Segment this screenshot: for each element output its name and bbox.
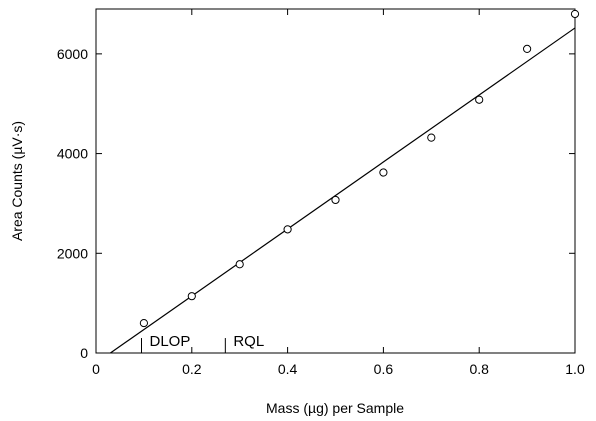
annotation-label: RQL [233,333,264,350]
data-point [427,133,436,142]
x-tick-label: 0.6 [374,361,394,377]
x-tick-label: 1.0 [565,361,585,377]
x-axis-title: Mass (µg) per Sample [266,400,404,416]
y-tick-label: 0 [80,345,88,361]
data-point [283,225,292,234]
x-tick-label: 0.8 [469,361,489,377]
x-tick-label: 0.4 [278,361,298,377]
y-tick-label: 4000 [57,146,88,162]
data-points [139,9,580,328]
data-point [523,44,532,53]
x-tick-label: 0 [92,361,100,377]
data-point [187,292,196,301]
x-tick-label: 0.2 [182,361,202,377]
plot-frame [95,8,576,354]
data-point [570,9,580,19]
y-axis-title: Area Counts (µV·s) [9,121,25,241]
annotation-label: DLOP [150,333,191,350]
data-point [379,168,388,177]
axis-tick-labels: 0 0.2 0.4 0.6 0.8 1.0 0 2000 4000 6000 [57,46,585,377]
data-point [331,195,340,205]
y-tick-label: 6000 [57,46,88,62]
data-point [235,260,244,269]
annotations: DLOP RQL [141,333,264,353]
regression-line [110,27,576,354]
y-tick-label: 2000 [57,245,88,261]
data-point [475,95,484,104]
data-point [139,318,148,328]
axis-ticks [95,9,576,354]
